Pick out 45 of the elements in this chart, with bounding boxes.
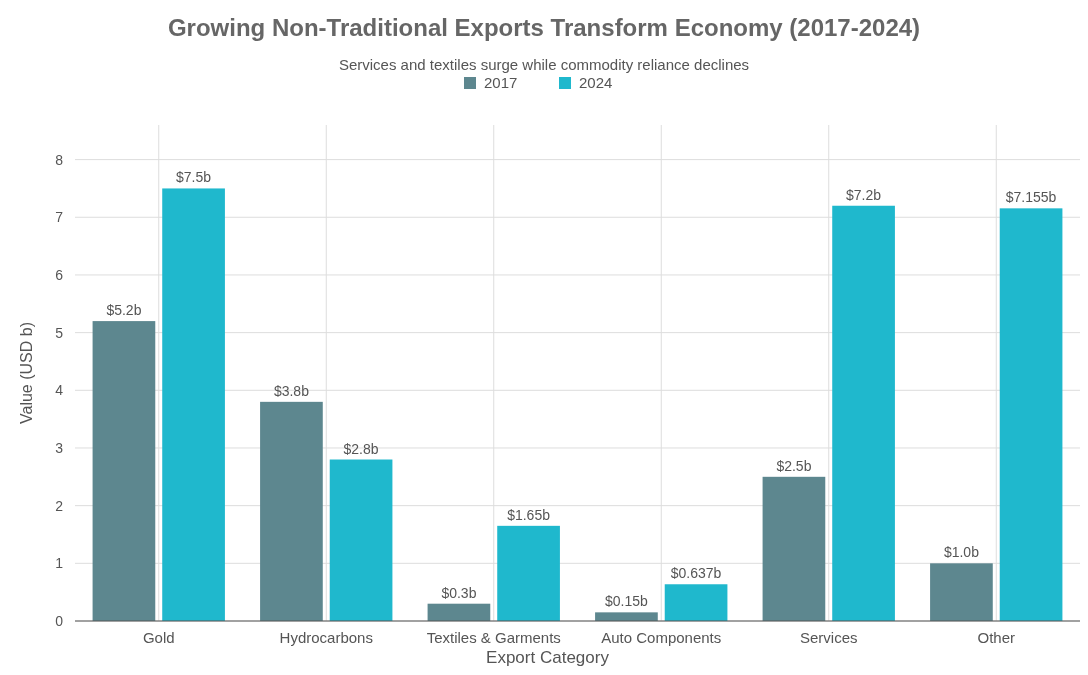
y-tick-label: 6 bbox=[55, 266, 64, 283]
y-tick-label: 5 bbox=[55, 324, 64, 341]
data-label: $5.2b bbox=[106, 302, 142, 319]
data-label: $0.637b bbox=[670, 565, 722, 582]
bar bbox=[92, 321, 156, 621]
data-label: $0.3b bbox=[441, 584, 477, 601]
bar bbox=[664, 584, 728, 621]
bar bbox=[329, 459, 393, 621]
bar bbox=[999, 208, 1063, 621]
chart-subtitle: Services and textiles surge while commodity reliance declines bbox=[338, 56, 750, 73]
y-tick-label: 1 bbox=[55, 555, 64, 572]
y-tick-label: 2 bbox=[55, 497, 64, 514]
data-label: $0.15b bbox=[605, 593, 649, 610]
x-tick-label: Services bbox=[799, 629, 858, 646]
x-tick-label: Auto Components bbox=[601, 629, 722, 646]
bar bbox=[162, 188, 225, 621]
data-label: $1.65b bbox=[507, 506, 551, 523]
data-label: $7.5b bbox=[176, 169, 212, 186]
data-label: $7.155b bbox=[1005, 189, 1057, 206]
legend-label: 2024 bbox=[579, 74, 613, 91]
y-tick-label: 8 bbox=[55, 151, 64, 168]
x-axis-title: Export Category bbox=[486, 648, 610, 667]
y-tick-label: 4 bbox=[55, 382, 64, 399]
bar bbox=[427, 603, 491, 621]
y-axis-title: Value (USD b) bbox=[18, 322, 35, 424]
y-tick-label: 7 bbox=[55, 209, 64, 226]
x-tick-label: Other bbox=[977, 629, 1016, 646]
y-tick-label: 3 bbox=[55, 439, 64, 456]
bar bbox=[832, 205, 895, 621]
bar bbox=[260, 401, 323, 621]
data-label: $2.8b bbox=[343, 440, 379, 457]
data-label: $1.0b bbox=[943, 544, 980, 561]
data-label: $3.8b bbox=[273, 382, 310, 399]
bar bbox=[595, 612, 658, 621]
data-label: $7.2b bbox=[846, 186, 882, 203]
x-tick-label: Hydrocarbons bbox=[279, 629, 373, 646]
bar bbox=[930, 563, 993, 621]
bar bbox=[762, 476, 826, 621]
chart-title: Growing Non-Traditional Exports Transform Economy (2017-2024) bbox=[167, 14, 921, 41]
bar bbox=[497, 525, 560, 621]
x-tick-label: Textiles & Garments bbox=[426, 629, 561, 646]
x-tick-label: Gold bbox=[142, 629, 175, 646]
y-tick-label: 0 bbox=[55, 613, 64, 629]
legend-label: 2017 bbox=[484, 74, 518, 91]
data-label: $2.5b bbox=[776, 457, 812, 474]
